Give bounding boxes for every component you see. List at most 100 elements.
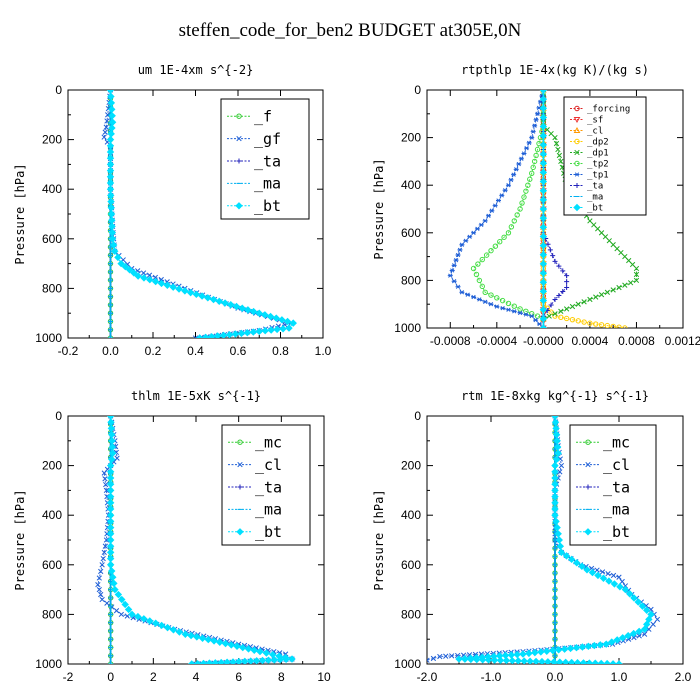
data-point [650,621,656,627]
data-point [558,308,564,314]
legend-label: _ma [254,175,281,193]
x-tick-label: 2 [150,670,157,684]
data-point [106,499,115,507]
data-point [476,277,483,284]
data-point [539,324,548,328]
data-point [475,261,481,267]
data-point [210,637,218,645]
data-point [519,200,525,206]
data-point [151,277,160,286]
data-point [553,437,561,445]
data-point [539,90,548,94]
data-point [539,95,548,103]
data-point [101,549,107,556]
data-point [536,321,542,327]
data-point [227,301,235,309]
y-tick-label: 1000 [394,321,421,335]
legend-marker [235,202,243,210]
x-tick-label: -2.0 [417,670,438,684]
y-tick-label: 800 [42,607,62,621]
data-point [490,656,499,664]
data-point [106,148,115,156]
data-point [551,461,559,470]
data-point [455,284,461,289]
data-point [634,598,642,606]
data-point [526,657,534,664]
legend-box [569,424,657,546]
data-point [643,606,651,614]
data-point [508,224,515,230]
data-point [108,105,116,114]
data-point [457,247,463,253]
data-point [562,552,571,560]
data-point [560,289,566,295]
data-point [575,301,581,307]
data-point [587,296,593,303]
data-point [151,619,160,627]
figure-title: steffen_code_for_ben2 BUDGET at305E,0N [178,20,522,41]
data-point [288,655,296,663]
data-point [581,319,587,325]
data-point [505,183,511,188]
data-point [505,230,512,236]
data-point [585,659,594,664]
legend-marker [585,439,591,445]
data-point [451,263,457,268]
data-point [573,559,581,567]
data-point [101,134,107,140]
data-point [552,134,558,141]
data-point [467,655,475,664]
data-point [602,640,610,648]
data-point [555,536,563,544]
y-tick-label: 1000 [394,657,421,671]
x-tick-label: 1.0 [315,344,332,358]
data-point [264,656,273,664]
data-point [524,146,530,151]
data-point [99,562,105,568]
data-point [261,311,269,319]
data-point [502,656,511,664]
data-point [101,470,107,476]
legend-marker [574,105,580,112]
data-point [619,578,625,585]
data-point [594,567,600,573]
legend-label: _gf [254,130,281,148]
data-point [96,586,102,593]
data-point [501,651,510,660]
data-point [606,238,612,244]
data-point [610,323,616,328]
data-point [96,575,102,581]
legend: _mc _cl _ta _ma _bt [569,424,657,546]
data-point [249,307,258,316]
data-point [596,641,604,649]
data-point [262,649,271,657]
data-point [593,294,599,300]
data-point [258,656,267,664]
data-point [530,129,536,134]
data-point [558,158,564,165]
data-point [618,249,624,256]
y-tick-label: 0 [55,409,62,423]
legend-label: _bt [255,523,282,541]
data-point [579,659,588,664]
data-point [213,332,222,338]
data-point [530,164,536,171]
data-point [285,324,293,332]
data-point [629,629,638,638]
data-point [529,135,535,140]
data-point [534,146,541,153]
y-tick-label: 400 [401,508,421,522]
data-point [502,188,508,193]
data-point [602,234,609,240]
data-point [500,306,506,311]
data-point [539,122,548,131]
data-point [569,316,576,323]
y-tick-label: 1000 [35,331,62,345]
x-tick-label: 0.0 [102,344,119,358]
legend-marker [574,183,580,188]
plot-area [427,416,661,664]
data-point [567,658,576,664]
x-tick-label: 0.4 [187,344,204,358]
data-point [539,251,548,259]
